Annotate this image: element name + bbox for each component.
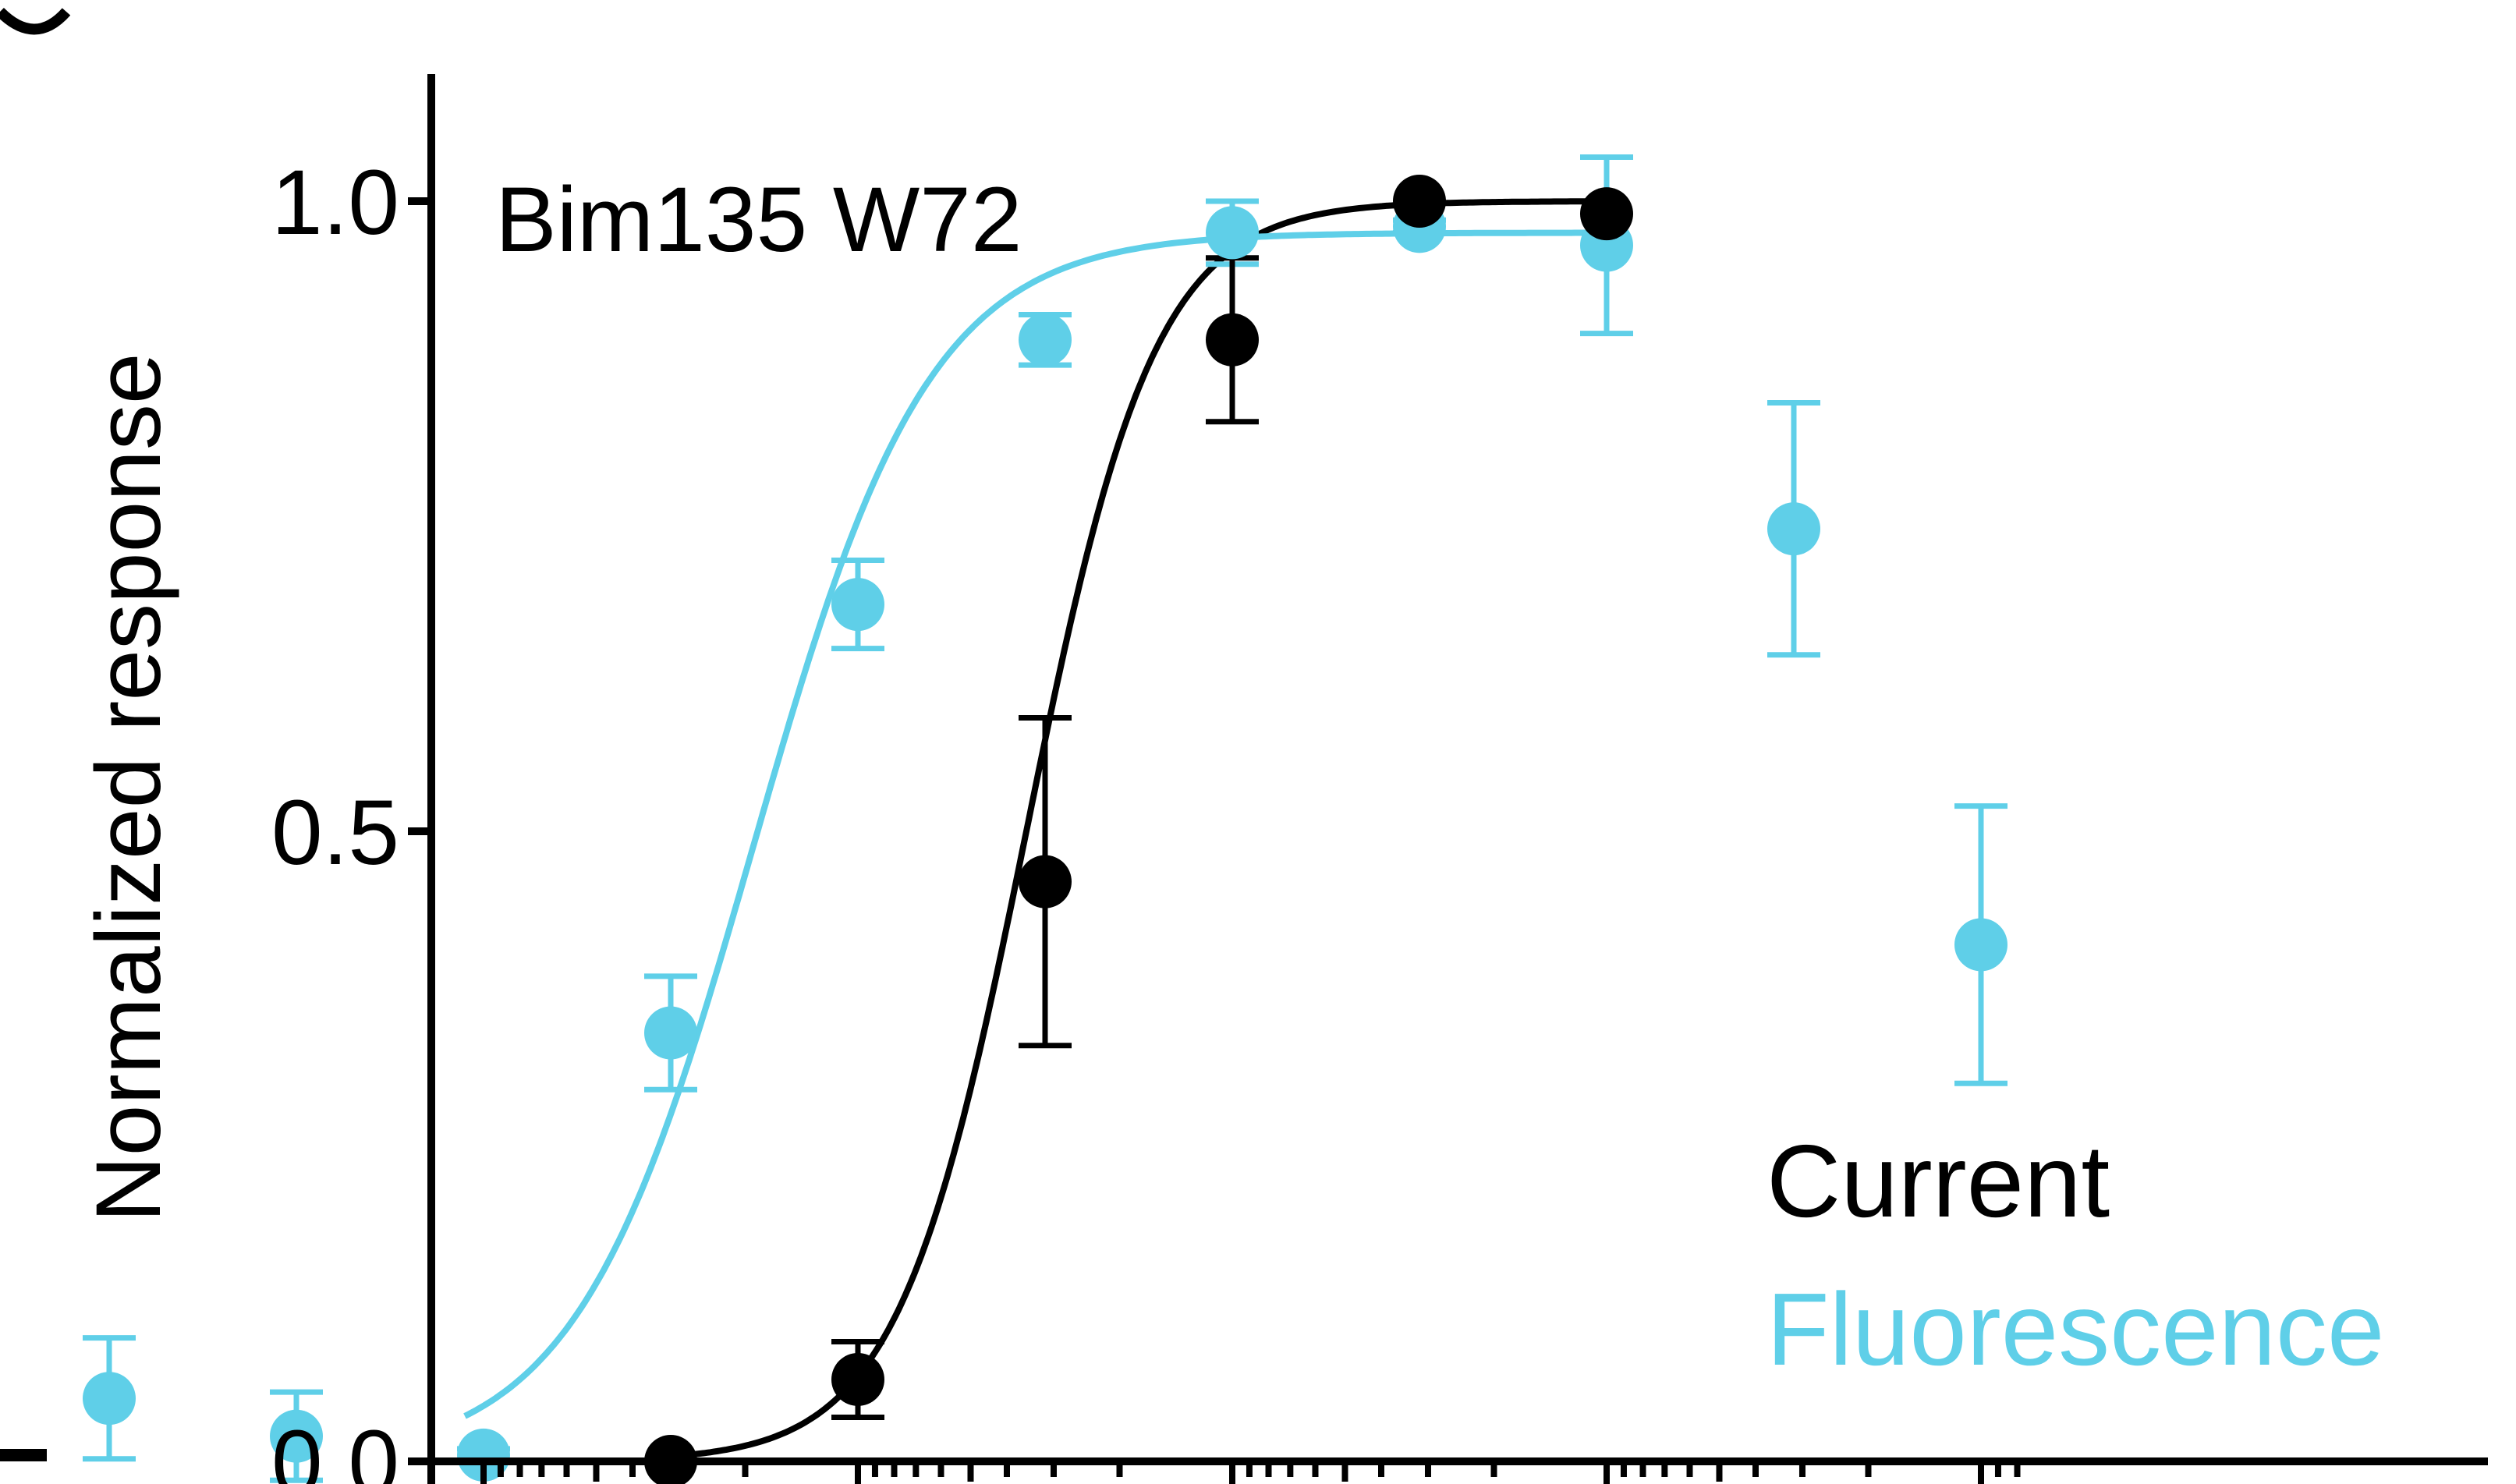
data-point-current (831, 1352, 884, 1406)
data-point-current (1580, 187, 1633, 241)
legend-fluorescence: Fluorescence (1767, 1272, 2384, 1387)
axes (427, 74, 2488, 1484)
data-point-current (1206, 313, 1259, 367)
legend-current: Current (1767, 1124, 2110, 1238)
panel-edge-mark (0, 1449, 47, 1461)
y-tick-label: 0.5 (271, 781, 399, 884)
data-point-current (1393, 175, 1446, 228)
data-point-fluorescence (1954, 918, 2007, 972)
data-points (83, 175, 2007, 1484)
y-ticks: 0.0 0.5 1.0 (271, 151, 431, 1484)
data-point-fluorescence (1767, 502, 1820, 556)
chart-annotation: Bim135 W72 (495, 168, 1022, 271)
y-tick-label: 1.0 (271, 151, 399, 254)
data-point-current (1019, 855, 1072, 908)
fit-curve-current (651, 198, 1626, 1461)
data-point-fluorescence (1206, 206, 1259, 260)
data-point-fluorescence (644, 1006, 697, 1060)
y-tick-label: 0.0 (271, 1411, 399, 1484)
data-point-fluorescence (457, 1428, 510, 1482)
data-point-fluorescence (1019, 313, 1072, 367)
data-point-fluorescence (270, 1409, 323, 1463)
data-point-fluorescence (831, 578, 884, 632)
data-point-fluorescence (83, 1372, 136, 1426)
y-axis-title: Normalized response (77, 353, 180, 1223)
panel-letter-fragment (0, 7, 71, 35)
x-ticks (480, 1461, 2021, 1484)
